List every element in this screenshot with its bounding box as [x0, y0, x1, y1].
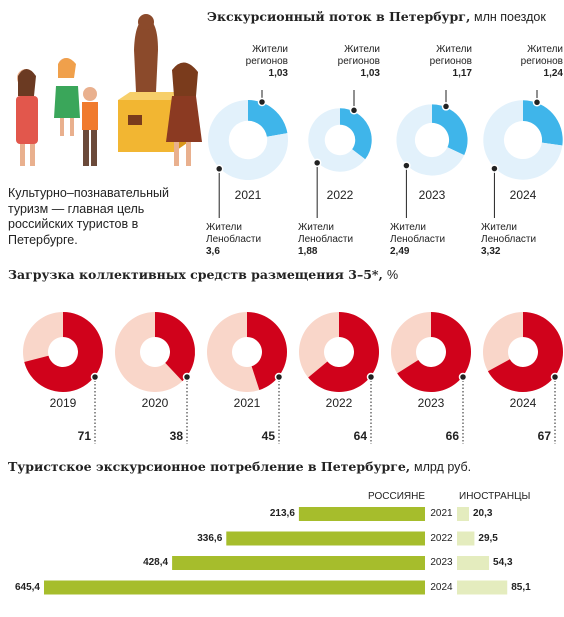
series-label: Жители регионов — [520, 44, 563, 67]
donut-slice — [487, 312, 563, 392]
donut-slice — [24, 312, 104, 393]
value-label: 1,03 — [268, 68, 288, 79]
leader-dot — [257, 97, 267, 107]
donut-slice — [340, 108, 372, 160]
leader-dot — [366, 372, 376, 382]
value-label: 2,49 — [390, 246, 410, 257]
series-label: Жители регионов — [337, 44, 380, 67]
leader-dot — [458, 372, 468, 382]
donut-slice — [248, 100, 288, 137]
chart-unit: млрд руб. — [414, 460, 472, 474]
category-label: 2021 — [430, 508, 453, 519]
category-label: 2019 — [49, 396, 77, 410]
value-label: 54,3 — [493, 557, 513, 568]
series-label: Жители Ленобласти — [390, 222, 446, 245]
category-label: 2023 — [417, 396, 445, 410]
category-label: 2024 — [509, 188, 537, 202]
value-label: 29,5 — [478, 532, 498, 544]
value-label: 3,32 — [481, 246, 501, 257]
series-label: Жители регионов — [429, 44, 472, 67]
leader-dot — [312, 158, 322, 168]
value-label: 3,6 — [206, 246, 220, 257]
series-label: Жители Ленобласти — [481, 222, 537, 245]
leader-dot — [490, 164, 499, 173]
donut-slice — [396, 104, 465, 176]
series-label: Жители Ленобласти — [206, 222, 262, 245]
category-label: 2023 — [418, 188, 446, 202]
bar — [298, 507, 425, 521]
value-label: 85,1 — [511, 581, 531, 593]
value-label: 645,4 — [14, 581, 40, 593]
value-label: 66 — [445, 429, 459, 443]
value-label: 64 — [353, 429, 367, 443]
bar — [457, 580, 508, 595]
bar — [172, 556, 425, 570]
bar — [44, 580, 425, 595]
category-label: 2022 — [430, 532, 453, 544]
donut-slice — [155, 312, 195, 382]
series-label: Жители Ленобласти — [298, 222, 354, 245]
value-label: 213,6 — [269, 508, 295, 519]
chart-unit: % — [387, 268, 399, 282]
value-label: 1,24 — [543, 68, 563, 79]
series-label: Жители регионов — [245, 44, 288, 67]
value-label: 71 — [77, 429, 91, 443]
value-label: 1,03 — [360, 68, 380, 79]
value-label: 1,88 — [298, 246, 318, 257]
donut-slice — [247, 312, 287, 391]
category-label: 2022 — [326, 188, 354, 202]
value-label: 1,17 — [452, 68, 472, 79]
category-label: 2021 — [234, 188, 262, 202]
donut-slice — [308, 311, 380, 392]
donut-slice — [483, 100, 563, 180]
bar — [457, 507, 469, 521]
chart-title: Экскурсионный поток в Петербург, — [207, 9, 471, 24]
leader-dot — [441, 102, 451, 111]
category-label: 2021 — [233, 396, 261, 410]
legend-label: ИНОСТРАНЦЫ — [459, 491, 531, 502]
donut-slice — [432, 104, 468, 156]
category-label: 2024 — [430, 581, 453, 593]
value-label: 428,4 — [143, 557, 169, 568]
donut-slice — [208, 100, 288, 180]
leader-dot — [214, 164, 224, 174]
donut-slice — [308, 108, 366, 172]
value-label: 67 — [537, 429, 551, 443]
leader-dot — [182, 372, 192, 382]
leader-dot — [402, 161, 411, 170]
leader-dot — [90, 372, 100, 382]
value-label: 20,3 — [472, 508, 493, 519]
illustration — [16, 14, 202, 166]
caption: Культурно–познавательный туризм — главна… — [8, 186, 169, 247]
category-label: 2023 — [430, 557, 453, 568]
category-label: 2024 — [509, 396, 537, 410]
legend-label: РОССИЯНЕ — [368, 491, 425, 502]
category-label: 2022 — [325, 396, 353, 410]
value-label: 336,6 — [197, 532, 223, 544]
value-label: 38 — [169, 429, 183, 443]
leader-dot — [274, 372, 284, 382]
leader-dot — [550, 372, 560, 382]
bar — [457, 556, 490, 570]
donut-slice — [523, 100, 563, 146]
leader-dot — [349, 106, 359, 115]
chart-title: Туристское экскурсионное потребление в П… — [8, 459, 411, 474]
category-label: 2020 — [141, 396, 169, 410]
value-label: 45 — [261, 429, 275, 443]
chart-title: Загрузка коллективных средств размещения… — [8, 267, 383, 282]
leader-dot — [532, 98, 542, 107]
bar — [226, 531, 425, 546]
donut-slice — [397, 311, 471, 392]
bar — [457, 531, 475, 546]
chart-unit: млн поездок — [474, 10, 546, 24]
